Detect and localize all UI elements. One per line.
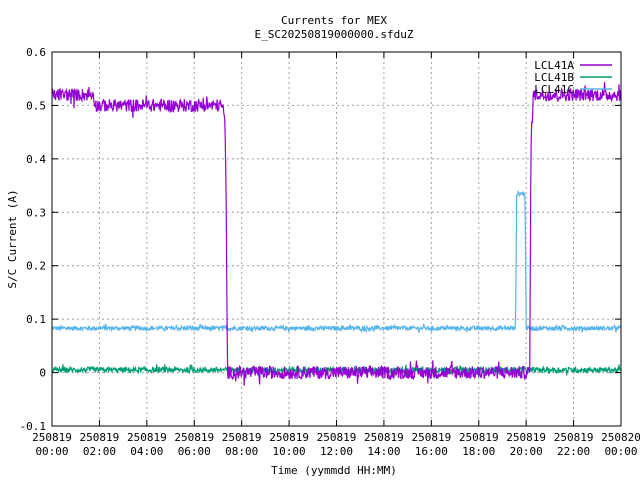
grid (52, 52, 621, 426)
x-tick-label-time: 14:00 (367, 445, 400, 458)
x-tick-label-time: 18:00 (462, 445, 495, 458)
x-tick-label-date: 250819 (80, 431, 120, 444)
chart-subtitle: E_SC20250819000000.sfduZ (255, 28, 414, 41)
legend-label: LCL41B (534, 71, 574, 84)
y-tick-label: 0 (39, 367, 46, 380)
x-axis-label: Time (yymmdd HH:MM) (271, 464, 397, 477)
y-tick-label: -0.1 (20, 420, 47, 433)
x-tick-label-date: 250819 (174, 431, 214, 444)
x-tick-label-time: 20:00 (510, 445, 543, 458)
legend-label: LCL41A (534, 59, 574, 72)
x-tick-labels: 25081900:0025081902:0025081904:002508190… (32, 431, 640, 458)
x-tick-label-time: 10:00 (273, 445, 306, 458)
y-tick-label: 0.3 (26, 206, 46, 219)
x-tick-label-date: 250819 (32, 431, 72, 444)
y-tick-label: 0.2 (26, 260, 46, 273)
x-tick-label-date: 250820 (601, 431, 640, 444)
y-tick-label: 0.5 (26, 99, 46, 112)
y-tick-label: 0.6 (26, 46, 46, 59)
x-tick-label-date: 250819 (222, 431, 262, 444)
y-axis-label: S/C Current (A) (6, 189, 19, 288)
y-tick-label: 0.1 (26, 313, 46, 326)
x-tick-label-date: 250819 (506, 431, 546, 444)
y-tick-label: 0.4 (26, 153, 46, 166)
series-line-lcl41a (51, 82, 622, 386)
x-tick-label-date: 250819 (269, 431, 309, 444)
x-tick-label-date: 250819 (317, 431, 357, 444)
chart-title: Currents for MEX (281, 14, 387, 27)
x-tick-label-time: 08:00 (225, 445, 258, 458)
x-tick-label-time: 00:00 (604, 445, 637, 458)
x-tick-label-time: 04:00 (130, 445, 163, 458)
x-tick-label-time: 12:00 (320, 445, 353, 458)
x-tick-label-time: 06:00 (178, 445, 211, 458)
x-tick-label-date: 250819 (459, 431, 499, 444)
axis-ticks (51, 51, 622, 427)
plot-series (51, 82, 622, 386)
x-tick-label-time: 16:00 (415, 445, 448, 458)
x-tick-label-date: 250819 (127, 431, 167, 444)
series-line-lcl41c (51, 189, 622, 334)
legend-label: LCL41C (534, 83, 574, 96)
x-tick-label-time: 02:00 (83, 445, 116, 458)
y-tick-labels: -0.1 0 0.1 0.2 0.3 0.4 0.5 0.6 (20, 46, 47, 433)
x-tick-label-time: 22:00 (557, 445, 590, 458)
x-tick-label-time: 00:00 (35, 445, 68, 458)
x-tick-label-date: 250819 (554, 431, 594, 444)
x-tick-label-date: 250819 (411, 431, 451, 444)
x-tick-label-date: 250819 (364, 431, 404, 444)
